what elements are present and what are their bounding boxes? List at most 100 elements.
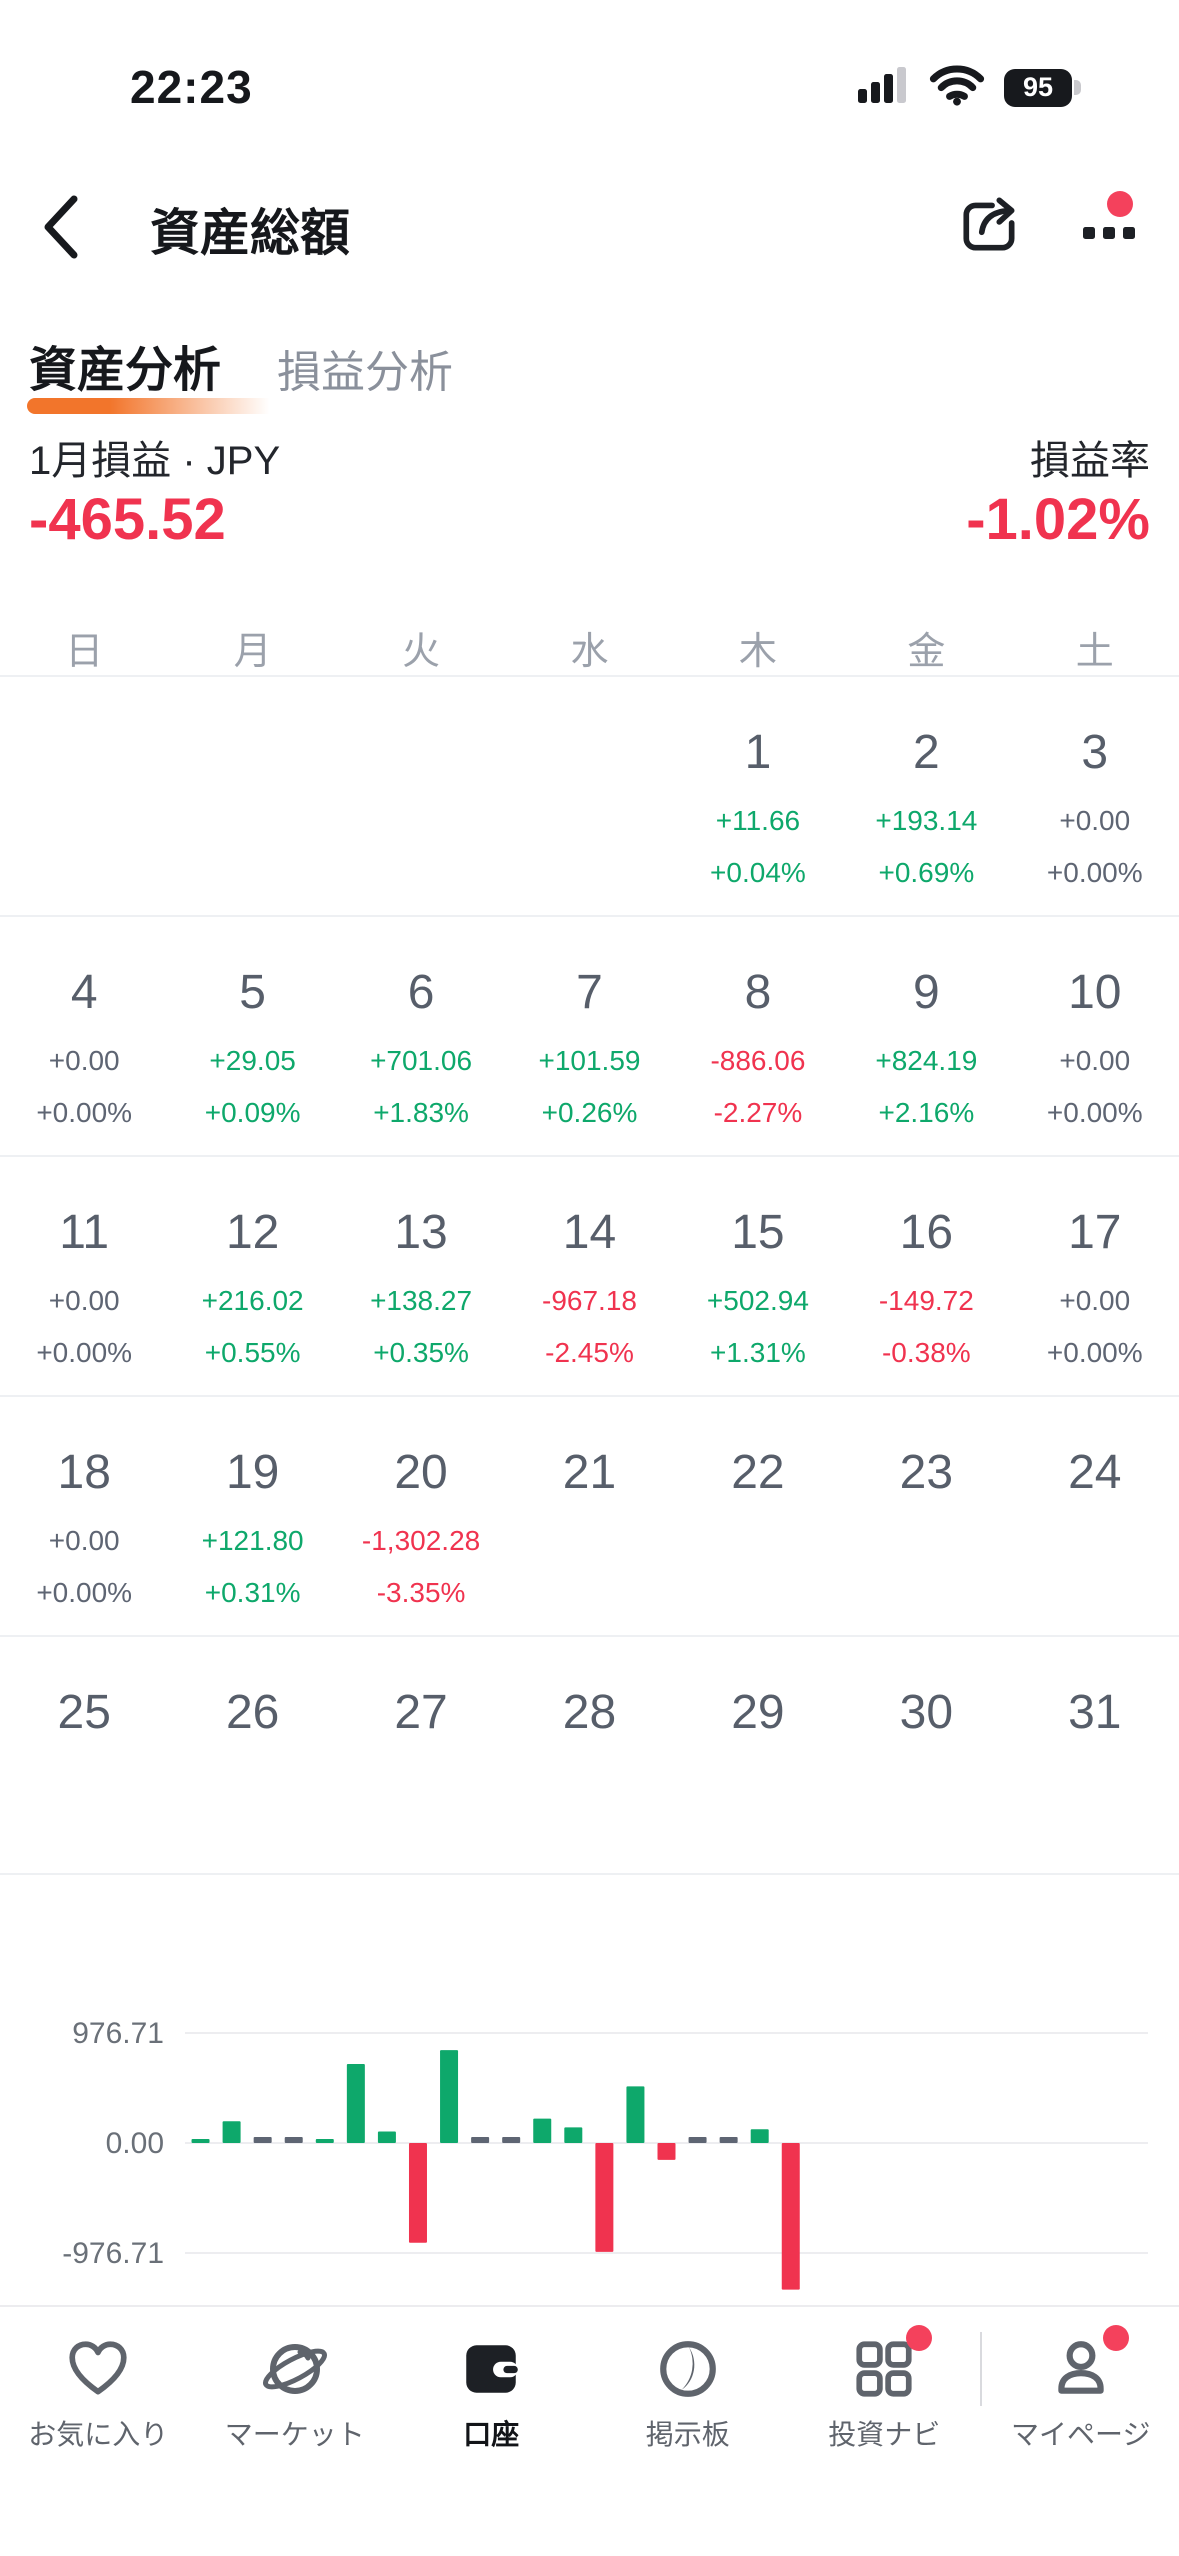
cellular-signal-icon (856, 65, 910, 110)
calendar-day-cell[interactable]: 3 +0.00 +0.00% (1011, 677, 1179, 915)
calendar-day-cell[interactable]: 10 +0.00 +0.00% (1011, 917, 1179, 1155)
day-pl-value: +0.00 (1059, 1045, 1131, 1076)
status-time: 22:23 (130, 61, 253, 113)
pl-calendar: 日 月 火 水 木 金 土 1 +11.66 +0.04% 2 +193.14 +0.69% 3 +0.0… (0, 620, 1179, 1875)
nav-item-grid[interactable]: 投資ナビ (786, 2325, 983, 2453)
chart-bar-gain (191, 2139, 210, 2143)
summary-values: -465.52 -1.02% (29, 486, 1150, 553)
notification-dot (1102, 2325, 1129, 2351)
calendar-day-cell[interactable]: 26 (168, 1637, 336, 1873)
calendar-day-cell[interactable]: 24 (1011, 1397, 1179, 1635)
battery-level: 95 (1004, 68, 1072, 107)
day-pl-value: +29.05 (209, 1045, 296, 1076)
chart-bar-gain (346, 2064, 365, 2143)
calendar-day-cell[interactable]: 20 -1,302.28 -3.35% (337, 1397, 505, 1635)
day-pl-value: +216.02 (201, 1285, 304, 1316)
calendar-day-cell[interactable]: 8 -886.06 -2.27% (674, 917, 842, 1155)
day-pl-value: +0.00 (1059, 805, 1131, 836)
calendar-day-cell[interactable]: 5 +29.05 +0.09% (168, 917, 336, 1155)
summary-labels: 1月損益 · JPY 損益率 (29, 428, 1150, 486)
calendar-day-cell[interactable]: 12 +216.02 +0.55% (168, 1157, 336, 1395)
chart-bar-loss (408, 2143, 427, 2243)
day-pl-percent: +0.00% (36, 1577, 133, 1608)
calendar-day-cell[interactable]: 25 (0, 1637, 168, 1873)
tab-asset-analysis-label: 資産分析 (29, 344, 222, 397)
chart-zero-dash (688, 2137, 707, 2143)
chart-bar-gain (440, 2050, 459, 2143)
calendar-day-cell[interactable]: 27 (337, 1637, 505, 1873)
day-pl-value: -149.72 (878, 1285, 974, 1316)
calendar-day-cell[interactable]: 18 +0.00 +0.00% (0, 1397, 168, 1635)
day-number: 21 (562, 1446, 617, 1499)
day-number: 14 (562, 1206, 617, 1259)
battery-icon: 95 (1004, 68, 1081, 107)
calendar-day-cell[interactable]: 31 (1011, 1637, 1179, 1873)
calendar-day-cell[interactable]: 30 (842, 1637, 1010, 1873)
day-pl-percent: +0.31% (204, 1577, 301, 1608)
calendar-day-cell[interactable]: 15 +502.94 +1.31% (674, 1157, 842, 1395)
heart-icon (62, 2333, 134, 2405)
day-number: 19 (225, 1446, 280, 1499)
calendar-week-row: 25 26 27 28 29 30 31 (0, 1635, 1179, 1875)
tab-profit-loss-analysis[interactable]: 損益分析 (277, 336, 453, 406)
calendar-day-cell[interactable]: 21 (505, 1397, 673, 1635)
active-tab-underline (27, 398, 285, 414)
calendar-day-cell[interactable]: 22 (674, 1397, 842, 1635)
day-number: 2 (913, 726, 940, 779)
nav-item-heart[interactable]: お気に入り (0, 2333, 197, 2453)
calendar-day-cell[interactable]: 6 +701.06 +1.83% (337, 917, 505, 1155)
calendar-day-cell[interactable]: 19 +121.80 +0.31% (168, 1397, 336, 1635)
calendar-day-cell[interactable]: 9 +824.19 +2.16% (842, 917, 1010, 1155)
nav-item-board[interactable]: 掲示板 (590, 2333, 787, 2453)
calendar-empty-cell (0, 677, 168, 915)
calendar-empty-cell (168, 677, 336, 915)
calendar-day-cell[interactable]: 2 +193.14 +0.69% (842, 677, 1010, 915)
calendar-day-cell[interactable]: 7 +101.59 +0.26% (505, 917, 673, 1155)
day-number: 6 (407, 966, 435, 1019)
status-icons: 95 (856, 64, 1081, 111)
calendar-day-cell[interactable]: 23 (842, 1397, 1010, 1635)
nav-item-wallet[interactable]: 口座 (393, 2333, 590, 2453)
weekday-label: 木 (738, 631, 777, 673)
day-pl-value: +0.00 (48, 1285, 120, 1316)
day-pl-value: +0.00 (48, 1525, 120, 1556)
calendar-day-cell[interactable]: 11 +0.00 +0.00% (0, 1157, 168, 1395)
chart-bar-loss (595, 2143, 614, 2252)
day-number: 30 (899, 1686, 954, 1739)
day-pl-value: +11.66 (715, 805, 801, 836)
chart-bar-gain (533, 2118, 552, 2143)
weekday-label: 火 (402, 631, 441, 673)
calendar-day-cell[interactable]: 14 -967.18 -2.45% (505, 1157, 673, 1395)
calendar-day-cell[interactable]: 28 (505, 1637, 673, 1873)
day-number: 7 (576, 966, 603, 1019)
day-pl-percent: +0.00% (1046, 1097, 1143, 1128)
day-pl-value: +121.80 (201, 1525, 304, 1556)
more-options-button[interactable] (1073, 191, 1145, 253)
nav-item-planet[interactable]: マーケット (197, 2333, 394, 2453)
weekday-label: 金 (907, 631, 946, 673)
day-number: 11 (59, 1206, 110, 1259)
board-icon (652, 2333, 724, 2405)
tab-asset-analysis[interactable]: 資産分析 (27, 330, 285, 414)
day-pl-percent: +0.04% (710, 857, 806, 888)
calendar-day-cell[interactable]: 17 +0.00 +0.00% (1011, 1157, 1179, 1395)
nav-item-person[interactable]: マイページ (983, 2325, 1179, 2453)
tab-profit-loss-analysis-label: 損益分析 (277, 348, 454, 397)
day-pl-percent: +0.35% (373, 1337, 469, 1368)
share-icon[interactable] (957, 189, 1023, 259)
calendar-empty-cell (505, 677, 673, 915)
calendar-day-cell[interactable]: 16 -149.72 -0.38% (842, 1157, 1010, 1395)
calendar-day-cell[interactable]: 1 +11.66 +0.04% (674, 677, 842, 915)
pl-rate-label: 損益率 (1030, 439, 1150, 483)
day-number: 3 (1081, 726, 1109, 779)
wifi-icon (928, 64, 986, 111)
nav-item-label: マイページ (1011, 2419, 1151, 2450)
day-pl-value: +0.00 (48, 1045, 120, 1076)
calendar-day-cell[interactable]: 29 (674, 1637, 842, 1873)
calendar-week-row: 11 +0.00 +0.00% 12 +216.02 +0.55% 13 +138.27 +0.… (0, 1155, 1179, 1395)
bottom-navigation: お気に入り マーケット 口座 掲示板 投資ナビ マイページ (0, 2305, 1179, 2556)
calendar-day-cell[interactable]: 13 +138.27 +0.35% (337, 1157, 505, 1395)
day-number: 16 (899, 1206, 954, 1259)
calendar-day-cell[interactable]: 4 +0.00 +0.00% (0, 917, 168, 1155)
back-button[interactable] (34, 191, 94, 263)
